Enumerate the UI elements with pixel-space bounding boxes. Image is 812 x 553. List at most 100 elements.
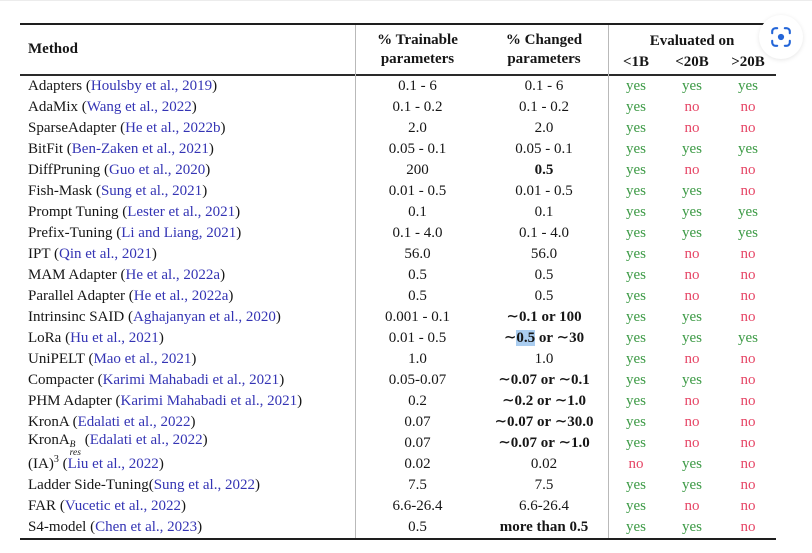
eval-value: no xyxy=(740,351,756,367)
table-row: Prefix-Tuning (Li and Liang, 2021) 0.1 - … xyxy=(20,223,776,244)
eval-value: no xyxy=(684,435,700,451)
eval-col-header-20b: <20B xyxy=(675,54,709,70)
changed-header: % Changed parameters xyxy=(480,31,608,69)
method-name: MAM Adapter xyxy=(28,267,117,283)
eval-value: yes xyxy=(626,204,646,220)
method-name: SparseAdapter xyxy=(28,120,117,136)
table-row: S4-model (Chen et al., 2023) 0.5 more than… xyxy=(20,517,776,538)
method-name: Ladder Side-Tuning xyxy=(28,477,149,493)
table-row: SparseAdapter (He et al., 2022b) 2.0 2.0 ye… xyxy=(20,118,776,139)
changed-cell: ∼0.07 or ∼0.1 xyxy=(498,372,590,388)
citation-link[interactable]: He et al., 2022a xyxy=(133,288,229,304)
eval-value: yes xyxy=(626,246,646,262)
citation-link[interactable]: Karimi Mahabadi et al., 2021 xyxy=(120,393,298,409)
trainable-cell: 6.6-26.4 xyxy=(392,498,443,514)
method-cell: Ladder Side-Tuning(Sung et al., 2022) xyxy=(28,477,260,493)
trainable-cell: 200 xyxy=(406,162,429,178)
citation-link[interactable]: Sung et al., 2022 xyxy=(153,477,255,493)
method-name: Compacter xyxy=(28,372,94,388)
eval-value: yes xyxy=(626,435,646,451)
method-name: DiffPruning xyxy=(28,162,101,178)
eval-value: no xyxy=(740,477,756,493)
method-sub: res xyxy=(69,448,81,457)
trainable-cell: 0.1 - 0.2 xyxy=(392,99,443,115)
table-row: Ladder Side-Tuning(Sung et al., 2022) 7.5… xyxy=(20,475,776,496)
eval-value: yes xyxy=(626,141,646,157)
changed-cell: ∼0.07 or ∼1.0 xyxy=(498,435,590,451)
eval-col-header-1b: <1B xyxy=(622,54,650,70)
evaluated-on-header: Evaluated on xyxy=(649,32,735,49)
citation-link[interactable]: Qin et al., 2021 xyxy=(58,246,152,262)
citation-link[interactable]: Wang et al., 2022 xyxy=(86,99,192,115)
method-name: Intrinsinc SAID xyxy=(28,309,125,325)
method-name: PHM Adapter xyxy=(28,393,112,409)
method-name: Adapters xyxy=(28,78,83,94)
eval-value: no xyxy=(684,414,700,430)
visual-search-button[interactable] xyxy=(759,15,803,59)
citation-link[interactable]: Karimi Mahabadi et al., 2021 xyxy=(102,372,280,388)
method-name: UniPELT xyxy=(28,351,85,367)
citation-link[interactable]: Houlsby et al., 2019 xyxy=(90,78,213,94)
eval-value: yes xyxy=(682,204,702,220)
eval-value: yes xyxy=(682,225,702,241)
citation-link[interactable]: Guo et al., 2020 xyxy=(108,162,206,178)
eval-value: yes xyxy=(626,330,646,346)
method-cell: LoRa (Hu et al., 2021) xyxy=(28,330,164,346)
citation-link[interactable]: Aghajanyan et al., 2020 xyxy=(133,309,276,325)
changed-cell: ∼0.2 or ∼1.0 xyxy=(501,393,587,409)
table-row: (IA)3 (Liu et al., 2022) 0.02 0.02 no yes no xyxy=(20,454,776,475)
eval-value: yes xyxy=(738,78,758,94)
eval-value: yes xyxy=(626,477,646,493)
method-sup: B xyxy=(69,440,76,450)
citation-link[interactable]: Ben-Zaken et al., 2021 xyxy=(71,141,209,157)
method-cell: AdaMix (Wang et al., 2022) xyxy=(28,99,197,115)
citation-link[interactable]: Edalati et al., 2022 xyxy=(89,432,203,448)
eval-value: yes xyxy=(682,183,702,199)
citation-link[interactable]: Edalati et al., 2022 xyxy=(77,414,191,430)
column-divider xyxy=(608,25,609,538)
citation-link[interactable]: He et al., 2022b xyxy=(125,120,221,136)
citation-link[interactable]: Lester et al., 2021 xyxy=(127,204,236,220)
method-cell: SparseAdapter (He et al., 2022b) xyxy=(28,120,226,136)
trainable-cell: 0.1 xyxy=(408,204,427,220)
eval-value: yes xyxy=(738,225,758,241)
eval-value: no xyxy=(684,393,700,409)
changed-cell: 2.0 xyxy=(534,120,554,136)
eval-value: yes xyxy=(626,162,646,178)
eval-value: yes xyxy=(738,204,758,220)
trainable-header-line1: % Trainable xyxy=(377,31,458,48)
method-cell: Prefix-Tuning (Li and Liang, 2021) xyxy=(28,225,242,241)
method-name: Prompt Tuning xyxy=(28,204,119,220)
citation-link[interactable]: He et al., 2022a xyxy=(125,267,221,283)
citation-link[interactable]: Mao et al., 2021 xyxy=(93,351,192,367)
citation-link[interactable]: Chen et al., 2023 xyxy=(95,519,198,535)
trainable-cell: 0.01 - 0.5 xyxy=(388,330,447,346)
eval-value: no xyxy=(740,456,756,472)
trainable-cell: 0.5 xyxy=(408,288,427,304)
eval-value: yes xyxy=(626,288,646,304)
trainable-cell: 2.0 xyxy=(408,120,427,136)
eval-value: yes xyxy=(626,78,646,94)
table-row: Compacter (Karimi Mahabadi et al., 2021)… xyxy=(20,370,776,391)
method-cell: Fish-Mask (Sung et al., 2021) xyxy=(28,183,208,199)
method-header: Method xyxy=(28,41,78,57)
table-row: FAR (Vucetic et al., 2022) 6.6-26.4 6.6-26… xyxy=(20,496,776,517)
changed-cell: 0.01 - 0.5 xyxy=(515,183,573,199)
method-name: (IA) xyxy=(28,456,54,472)
eval-value: no xyxy=(740,309,756,325)
method-cell: MAM Adapter (He et al., 2022a) xyxy=(28,267,226,283)
trainable-cell: 56.0 xyxy=(404,246,431,262)
method-cell: DiffPruning (Guo et al., 2020) xyxy=(28,162,211,178)
citation-link[interactable]: Sung et al., 2021 xyxy=(100,183,203,199)
changed-text: ∼ xyxy=(503,330,517,346)
citation-link[interactable]: Liu et al., 2022 xyxy=(67,456,159,472)
method-cell: Adapters (Houlsby et al., 2019) xyxy=(28,78,218,94)
method-name: KronA xyxy=(28,432,70,448)
trainable-header: % Trainable parameters xyxy=(355,31,480,69)
citation-link[interactable]: Vucetic et al., 2022 xyxy=(64,498,181,514)
citation-link[interactable]: Hu et al., 2021 xyxy=(70,330,159,346)
citation-link[interactable]: Li and Liang, 2021 xyxy=(121,225,237,241)
eval-value: yes xyxy=(626,519,646,535)
